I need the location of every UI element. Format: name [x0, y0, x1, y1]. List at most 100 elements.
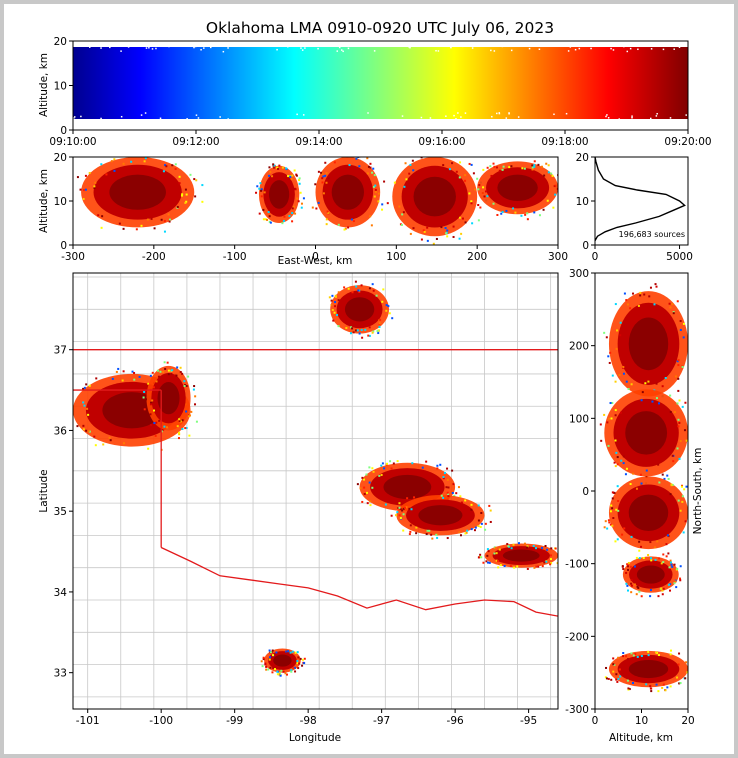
north-south-cluster-source — [611, 524, 614, 527]
time-altitude-gap — [409, 46, 411, 49]
north-south-cluster-source — [651, 400, 654, 403]
plan-view-cluster-source — [303, 657, 306, 660]
plan-view-cluster-source — [489, 509, 492, 512]
time-altitude-gap — [296, 113, 298, 116]
east-west-cluster-source — [432, 242, 435, 245]
east-west-cluster-source — [452, 235, 455, 238]
plan-view-y-tick-label: 35 — [54, 506, 67, 518]
plan-view-cluster-source — [262, 656, 265, 659]
time-altitude-gap — [610, 47, 612, 50]
time-altitude-gap — [339, 42, 342, 45]
north-south-cluster-source — [661, 473, 664, 476]
plan-view-cluster-source — [378, 325, 381, 328]
east-west-cluster-source — [470, 163, 473, 166]
time-altitude-gap — [424, 43, 426, 45]
plan-view-cluster-source — [166, 426, 169, 429]
time-altitude-gap — [659, 119, 662, 122]
north-south-cluster-source — [626, 658, 629, 661]
north-south-cluster-source — [669, 685, 672, 688]
time-altitude-gap — [650, 48, 653, 50]
time-altitude-gap — [247, 45, 249, 47]
east-west-cluster-source — [348, 164, 351, 167]
east-west-cluster-source — [291, 174, 294, 177]
east-west-cluster-source — [201, 200, 204, 203]
plan-view-cluster-source — [301, 658, 304, 661]
east-west-cluster-source — [477, 219, 480, 222]
plan-view-cluster-source — [415, 526, 418, 529]
north-south-cluster-source — [611, 401, 614, 404]
north-south-cluster-source — [669, 493, 672, 496]
east-west-cluster-source — [336, 155, 338, 157]
time-altitude-gap — [493, 50, 496, 52]
plan-view-cluster-source — [149, 374, 152, 377]
altitude-north-south-x-tick-label: 0 — [592, 715, 599, 727]
time-altitude-gap — [629, 47, 632, 50]
altitude-histogram-y-ticks: 0 10 20 — [576, 152, 595, 252]
plan-view-cluster-source — [512, 543, 515, 546]
north-south-cluster-source — [665, 555, 668, 558]
time-altitude-gap — [96, 120, 99, 123]
plan-view-cluster-source — [332, 319, 335, 322]
altitude-bottom-label: Altitude, km — [609, 732, 673, 744]
plan-view-cluster-source — [436, 467, 439, 470]
east-west-cluster-source — [362, 153, 364, 155]
plan-view-cluster-source — [550, 562, 553, 565]
time-altitude-gap — [120, 42, 123, 45]
east-west-cluster-source — [420, 157, 423, 159]
plan-view-cluster-source — [184, 427, 187, 430]
north-south-cluster-source — [639, 545, 642, 548]
north-south-cluster-source — [674, 580, 677, 583]
time-altitude-gap — [619, 44, 622, 46]
plan-view-cluster-source — [294, 651, 297, 654]
east-west-cluster-source — [168, 218, 171, 221]
time-altitude-gap — [565, 122, 568, 124]
time-altitude-gap — [605, 115, 607, 118]
east-west-altitude-y-tick-label: 10 — [54, 196, 67, 208]
time-altitude-gap — [332, 125, 335, 128]
north-south-cluster-source — [648, 295, 651, 298]
east-west-xlabel: East-West, km — [278, 255, 353, 267]
north-south-cluster-source — [669, 583, 672, 586]
east-west-cluster-source — [366, 172, 369, 175]
plan-view-cluster-source — [178, 433, 181, 436]
altitude-north-south-y-tick-label: -200 — [565, 631, 589, 643]
plan-view-cluster-source — [408, 507, 411, 510]
east-west-cluster-source — [344, 227, 347, 230]
east-west-cluster-source — [464, 221, 467, 224]
time-altitude-gap — [457, 112, 459, 114]
plan-view-cluster-source — [402, 513, 405, 516]
plan-view-cluster-source — [64, 399, 66, 401]
east-west-cluster-source — [369, 215, 372, 218]
north-south-cluster-source — [676, 360, 679, 363]
east-west-cluster-source — [531, 168, 534, 171]
altitude-histogram-panel: 0 10 20 0 5000 196,683 sources — [576, 152, 693, 263]
plan-view-cluster-source — [494, 546, 497, 549]
north-south-cluster-source — [676, 300, 679, 303]
time-altitude-gap — [390, 124, 392, 126]
east-west-cluster-source — [322, 175, 325, 178]
east-west-cluster-source — [315, 207, 318, 210]
east-west-cluster-source — [556, 187, 558, 190]
north-south-cluster-source — [679, 440, 682, 443]
north-south-cluster-source — [627, 688, 630, 691]
plan-view-cluster-source — [479, 556, 482, 559]
time-altitude-gap — [572, 127, 574, 129]
plan-view-cluster-source — [365, 473, 368, 476]
time-altitude-gap — [406, 119, 408, 122]
north-south-cluster-source — [629, 565, 632, 568]
east-west-cluster-source — [468, 162, 471, 165]
plan-view-cluster-source — [484, 528, 487, 531]
east-west-cluster-source — [451, 162, 454, 165]
time-altitude-gap — [147, 45, 150, 47]
east-west-cluster-source — [174, 163, 177, 166]
altitude-north-south-y-tick-label: 0 — [582, 486, 589, 498]
east-west-altitude-clusters — [76, 153, 558, 245]
east-west-cluster-source — [201, 184, 204, 187]
time-altitude-gap — [222, 50, 225, 53]
plan-view-cluster-source — [181, 419, 184, 422]
east-west-cluster-source — [484, 190, 487, 193]
east-west-cluster-source — [482, 186, 485, 189]
plan-view-cluster-source — [457, 486, 460, 489]
plan-view-cluster-source — [334, 305, 337, 308]
plan-view-cluster-source — [190, 410, 193, 413]
